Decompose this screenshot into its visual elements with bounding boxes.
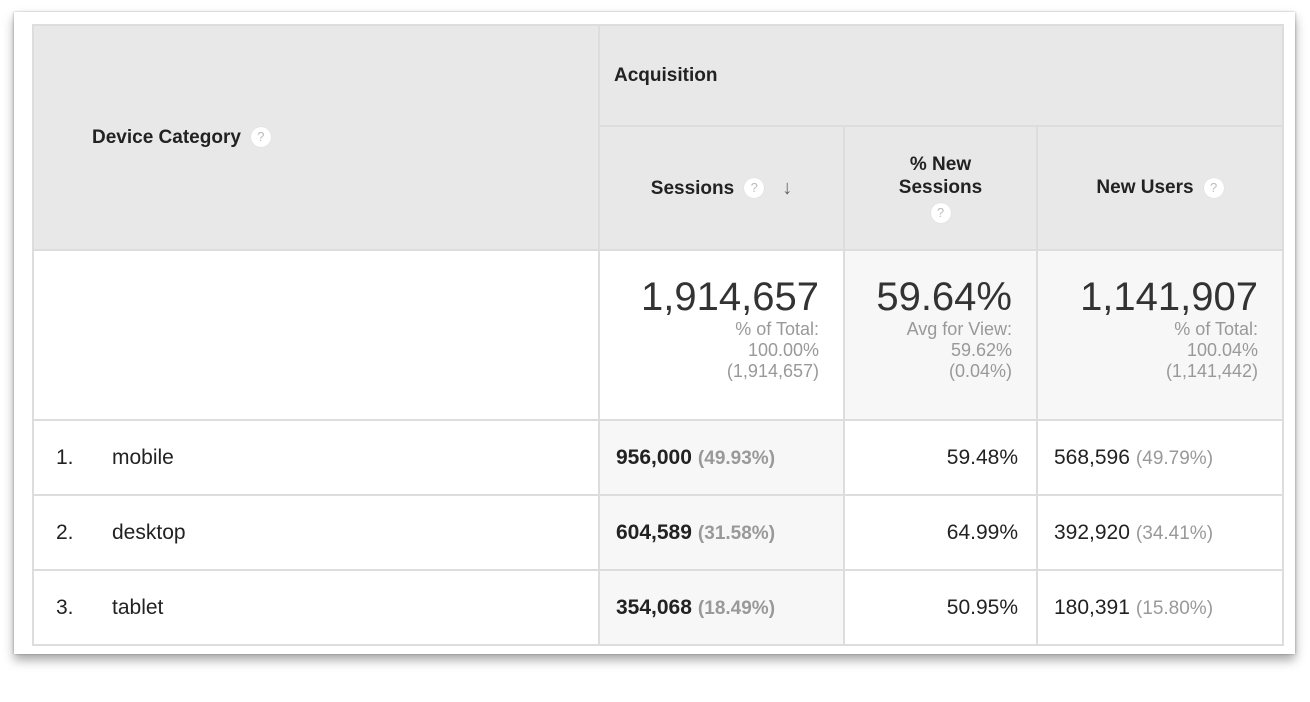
sessions-pct: (18.49%) (697, 597, 776, 619)
sessions-value: 354,068 (616, 595, 692, 619)
summary-label: % of Total: (1174, 319, 1259, 339)
sessions-value: 604,589 (616, 520, 692, 544)
table-row: 2. desktop 604,589 (31.58%) 64.99% 392,920… (32, 494, 1285, 571)
summary-value: 1,914,657 (641, 275, 819, 319)
column-header-new-sessions[interactable]: % New Sessions? (843, 125, 1038, 251)
device-link[interactable]: mobile (112, 445, 174, 469)
new-sessions-value: 50.95% (843, 569, 1038, 646)
device-category-label: Device Category (92, 126, 241, 148)
summary-pct: 59.62% (950, 340, 1012, 360)
new-sessions-label: % New Sessions (898, 154, 983, 198)
summary-value: 1,141,907 (1080, 275, 1259, 319)
new-users-pct: (15.80%) (1135, 597, 1214, 619)
table-row: 1. mobile 956,000 (49.93%) 59.48% 568,596(… (32, 419, 1285, 496)
help-icon[interactable]: ? (1203, 177, 1224, 198)
help-icon[interactable]: ? (930, 203, 951, 223)
device-link[interactable]: desktop (112, 520, 186, 544)
new-users-pct: (34.41%) (1135, 522, 1214, 544)
summary-new-sessions: 59.64% Avg for View: 59.62% (0.04%) (843, 249, 1038, 421)
new-users-value: 568,596 (1054, 445, 1130, 469)
new-users-value: 392,920 (1054, 520, 1130, 544)
group-header-acquisition: Acquisition (597, 24, 1285, 127)
summary-pct: 100.00% (747, 340, 819, 360)
summary-sessions: 1,914,657 % of Total: 100.00% (1,914,657… (598, 249, 845, 421)
table-row: 3. tablet 354,068 (18.49%) 50.95% 180,391(… (32, 569, 1285, 646)
device-link[interactable]: tablet (112, 595, 164, 619)
device-category-table: Device Category? Acquisition Sessions? ↓ … (32, 24, 1285, 646)
new-users-label: New Users (1096, 177, 1194, 198)
summary-label-cell (32, 249, 600, 421)
summary-value: 59.64% (876, 275, 1012, 319)
summary-total: (1,141,442) (1165, 361, 1259, 381)
help-icon[interactable]: ? (250, 127, 271, 148)
summary-total: (0.04%) (948, 361, 1012, 381)
summary-new-users: 1,141,907 % of Total: 100.04% (1,141,442… (1035, 249, 1285, 421)
summary-label: % of Total: (735, 319, 819, 339)
column-header-new-users[interactable]: New Users? (1035, 125, 1285, 251)
help-icon[interactable]: ? (744, 178, 765, 199)
new-users-pct: (49.79%) (1135, 447, 1214, 469)
column-header-device-category[interactable]: Device Category? (32, 24, 600, 251)
summary-row: 1,914,657 % of Total: 100.00% (1,914,657… (32, 249, 1285, 421)
summary-total: (1,914,657) (726, 361, 819, 381)
report-card: Device Category? Acquisition Sessions? ↓ … (14, 12, 1295, 654)
sort-descending-icon[interactable]: ↓ (782, 176, 793, 199)
sessions-pct: (31.58%) (697, 522, 776, 544)
column-header-sessions[interactable]: Sessions? ↓ (598, 125, 845, 251)
row-index: 3. (56, 595, 74, 619)
summary-pct: 100.04% (1186, 340, 1259, 360)
new-sessions-value: 64.99% (843, 494, 1038, 571)
row-index: 2. (56, 520, 74, 544)
sessions-value: 956,000 (616, 445, 692, 469)
new-users-value: 180,391 (1054, 595, 1130, 619)
sessions-pct: (49.93%) (697, 447, 776, 469)
new-sessions-value: 59.48% (843, 419, 1038, 496)
row-index: 1. (56, 445, 74, 469)
summary-label: Avg for View: (906, 319, 1012, 339)
sessions-label: Sessions (650, 177, 735, 199)
